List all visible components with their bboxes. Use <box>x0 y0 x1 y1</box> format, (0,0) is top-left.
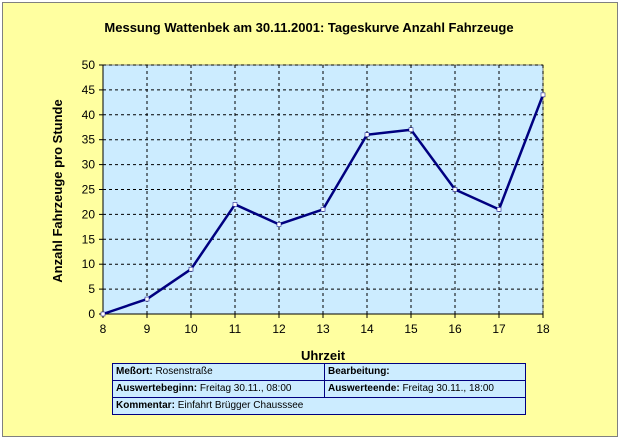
info-row-zeit: Auswertebeginn: Freitag 30.11., 08:00 Au… <box>112 380 527 398</box>
x-tick-label: 10 <box>184 322 198 336</box>
data-point <box>452 187 458 192</box>
data-point <box>276 222 282 227</box>
info-row-kommentar: Kommentar: Einfahrt Brügger Chausssee <box>112 397 526 415</box>
data-point <box>188 266 194 272</box>
y-tick-labels: 0 5 10 15 20 25 30 35 40 45 50 <box>82 58 96 321</box>
kommentar-cell: Kommentar: Einfahrt Brügger Chausssee <box>112 397 526 415</box>
info-row-ort: Meßort: Rosenstraße Bearbeitung: <box>112 363 527 381</box>
kommentar-value: Einfahrt Brügger Chausssee <box>177 400 304 411</box>
messort-cell: Meßort: Rosenstraße <box>112 363 325 381</box>
chart-frame: Messung Wattenbek am 30.11.2001: Tagesku… <box>2 2 618 437</box>
x-tick-label: 11 <box>229 322 242 336</box>
messort-label: Meßort: <box>116 366 153 377</box>
y-tick-label: 15 <box>82 232 96 246</box>
y-axis-title: Anzahl Fahrzeuge pro Stunde <box>50 99 65 282</box>
grid-lines <box>103 64 544 314</box>
x-tick-label: 15 <box>404 322 418 336</box>
ende-label: Auswerteende: <box>327 383 400 394</box>
beginn-value: Freitag 30.11., 08:00 <box>199 383 292 394</box>
x-axis-title: Uhrzeit <box>301 348 346 363</box>
bearbeitung-label: Bearbeitung: <box>327 366 390 377</box>
ende-cell: Auswerteende: Freitag 30.11., 18:00 <box>323 380 527 398</box>
y-tick-label: 45 <box>82 83 96 97</box>
y-tick-label: 0 <box>88 307 95 321</box>
x-tick-label: 18 <box>536 322 550 336</box>
data-point <box>408 127 414 132</box>
ende-value: Freitag 30.11., 18:00 <box>402 383 494 394</box>
y-tick-label: 30 <box>82 158 96 172</box>
chart-title: Messung Wattenbek am 30.11.2001: Tagesku… <box>104 20 513 35</box>
y-tick-label: 40 <box>82 108 96 122</box>
data-point <box>100 311 106 317</box>
x-tick-label: 9 <box>144 322 151 336</box>
messort-value: Rosenstraße <box>155 366 213 377</box>
y-tick-label: 50 <box>82 58 96 72</box>
data-point <box>496 207 502 212</box>
y-tick-label: 10 <box>82 257 96 271</box>
data-point <box>540 92 546 98</box>
data-point <box>320 207 326 212</box>
x-tick-labels: 8 9 10 11 12 13 14 15 16 17 18 <box>100 322 550 336</box>
series-layer <box>100 92 546 317</box>
beginn-cell: Auswertebeginn: Freitag 30.11., 08:00 <box>112 380 325 398</box>
bearbeitung-cell: Bearbeitung: <box>323 363 527 381</box>
x-tick-label: 8 <box>100 322 107 336</box>
measurement-info-table: Meßort: Rosenstraße Bearbeitung: Auswert… <box>112 363 527 415</box>
x-tick-label: 12 <box>272 322 286 336</box>
data-point <box>364 132 370 137</box>
x-tick-label: 16 <box>448 322 462 336</box>
x-tick-label: 13 <box>316 322 330 336</box>
line-chart: Messung Wattenbek am 30.11.2001: Tagesku… <box>50 20 550 363</box>
y-tick-label: 25 <box>82 183 96 197</box>
kommentar-label: Kommentar: <box>116 400 175 411</box>
y-tick-label: 5 <box>88 282 95 296</box>
beginn-label: Auswertebeginn: <box>116 383 198 394</box>
y-tick-label: 20 <box>82 207 96 221</box>
y-tick-label: 35 <box>82 133 96 147</box>
data-point <box>232 202 238 207</box>
data-point <box>144 296 150 302</box>
x-tick-label: 17 <box>492 322 506 336</box>
x-tick-label: 14 <box>360 322 374 336</box>
